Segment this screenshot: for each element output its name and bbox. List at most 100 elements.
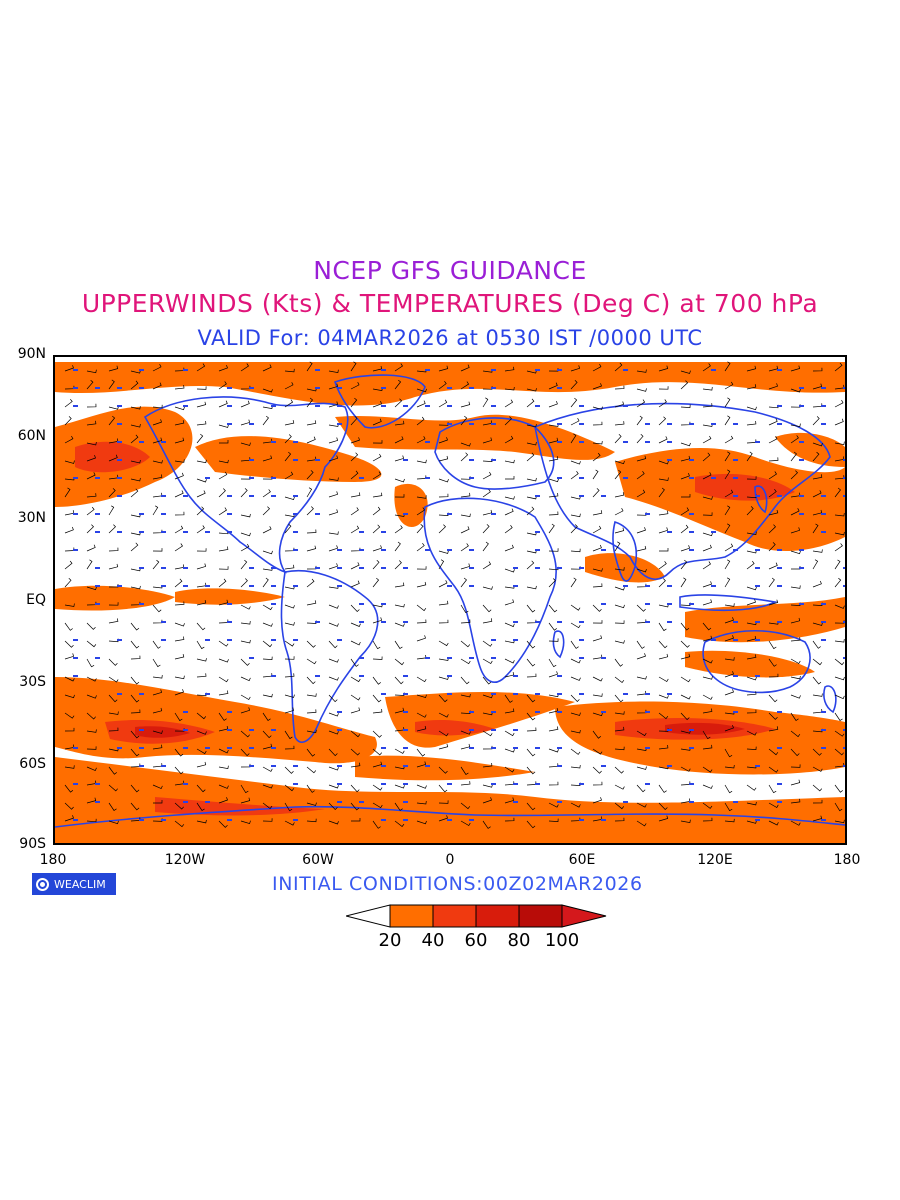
wind-barb — [460, 563, 471, 570]
wind-barb — [570, 365, 581, 372]
wind-barb — [790, 637, 801, 642]
wind-barb — [548, 456, 559, 462]
wind-barb — [460, 513, 471, 518]
temperature-label-mark — [337, 801, 342, 803]
wind-barb — [394, 802, 403, 811]
wind-barb — [306, 766, 317, 774]
wind-barb — [438, 676, 449, 680]
wind-barb — [526, 619, 537, 624]
wind-barb — [570, 622, 581, 629]
wind-barb — [482, 618, 493, 624]
lat-label-60n: 60N — [17, 428, 46, 444]
wind-barb — [570, 604, 581, 611]
temperature-label-mark — [777, 747, 782, 749]
temperature-label-mark — [535, 567, 540, 569]
wind-barb — [372, 708, 383, 714]
wind-barb — [372, 640, 381, 650]
temperature-label-mark — [117, 441, 122, 443]
wind-barb — [460, 543, 469, 552]
wind-barb — [768, 471, 777, 480]
wind-barb — [372, 524, 381, 534]
temperature-label-mark — [227, 405, 232, 407]
wind-barb — [504, 585, 515, 589]
wind-barb — [548, 511, 559, 516]
temperature-label-mark — [491, 369, 496, 371]
temperature-label-mark — [227, 819, 232, 821]
shade-band-sh-polar — [55, 757, 845, 843]
colorbar-bin-40-60 — [432, 904, 477, 928]
wind-barb — [570, 782, 581, 786]
wind-barb — [680, 730, 691, 734]
wind-barb — [416, 761, 427, 768]
lat-label-30n: 30N — [17, 510, 46, 526]
wind-barb — [680, 676, 691, 683]
wind-barb — [504, 817, 515, 822]
wind-barb — [394, 640, 403, 649]
temperature-label-mark — [95, 387, 100, 389]
wind-barb — [328, 545, 339, 552]
wind-barb — [702, 766, 713, 773]
wind-barb — [416, 436, 426, 444]
wind-barb — [570, 460, 581, 465]
wind-barb — [372, 492, 383, 498]
wind-barb — [834, 418, 844, 426]
wind-barb — [658, 399, 667, 408]
temperature-label-mark — [667, 423, 672, 425]
wind-barb — [108, 802, 117, 811]
wind-barb — [64, 435, 74, 444]
wind-barb — [350, 658, 359, 667]
temperature-label-mark — [821, 495, 826, 497]
wind-barb — [174, 420, 185, 426]
wind-barb — [658, 653, 669, 660]
temperature-label-mark — [491, 459, 496, 461]
wind-barb — [768, 694, 778, 703]
wind-barb — [394, 560, 402, 570]
temperature-label-mark — [645, 585, 650, 587]
wind-barb — [460, 452, 469, 462]
wind-barb — [482, 694, 493, 699]
wind-barb — [570, 748, 581, 755]
temperature-label-mark — [161, 819, 166, 821]
temperature-label-mark — [491, 747, 496, 749]
wind-barb — [372, 730, 382, 738]
wind-barb — [130, 567, 141, 572]
temperature-label-mark — [821, 423, 826, 425]
temperature-label-mark — [601, 657, 606, 659]
wind-barb — [768, 436, 778, 444]
wind-barb — [636, 471, 645, 480]
wind-barb — [174, 654, 185, 660]
temperature-label-mark — [469, 711, 474, 713]
wind-barb — [504, 525, 513, 534]
wind-barb — [790, 675, 801, 680]
shade-band-sh-60s — [355, 755, 535, 781]
temperature-label-mark — [447, 783, 452, 785]
wind-barb — [394, 707, 405, 714]
wind-barb — [702, 435, 712, 444]
wind-barb — [702, 561, 711, 570]
wind-barb — [174, 543, 183, 552]
temperature-label-mark — [337, 387, 342, 389]
wind-barb — [636, 604, 646, 612]
temperature-label-mark — [821, 639, 826, 641]
temperature-label-mark — [139, 513, 144, 515]
temperature-label-mark — [359, 477, 364, 479]
temperature-label-mark — [117, 495, 122, 497]
shade-band-equator-pacific — [55, 585, 175, 611]
wind-barb — [460, 526, 470, 534]
temperature-label-mark — [711, 531, 716, 533]
wind-barb — [834, 730, 845, 737]
wind-barb — [746, 476, 757, 480]
temperature-label-mark — [381, 783, 386, 785]
wind-barb — [306, 388, 317, 392]
wind-barb — [526, 398, 535, 408]
wind-barb — [152, 763, 163, 768]
wind-barb — [416, 748, 426, 757]
wind-barb — [130, 676, 140, 685]
wind-barb — [262, 743, 273, 750]
wind-barb — [438, 619, 449, 624]
temperature-label-mark — [491, 423, 496, 425]
wind-barb — [680, 622, 690, 631]
temperature-label-mark — [777, 405, 782, 407]
wind-barb — [834, 362, 843, 372]
temperature-label-mark — [733, 549, 738, 551]
